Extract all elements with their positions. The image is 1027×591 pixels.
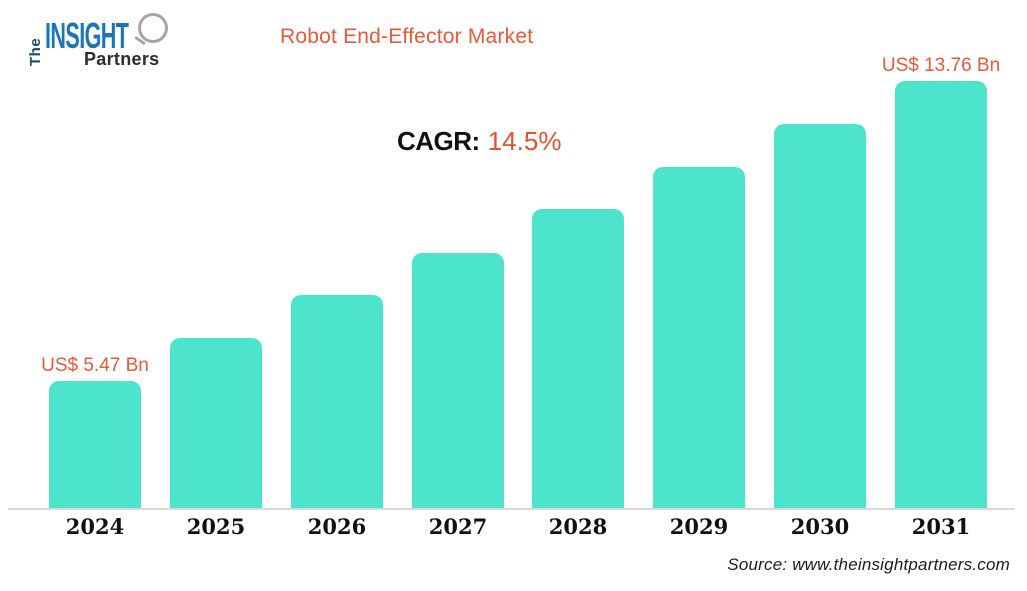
year-label-2026: 2026	[307, 514, 367, 539]
bar-2030	[774, 124, 866, 509]
source-credit: Source: www.theinsightpartners.com	[727, 555, 1010, 574]
year-label-2030: 2030	[790, 514, 850, 539]
bar-2027	[412, 253, 504, 509]
cagr-label: CAGR:	[397, 126, 480, 156]
logo-insight-text: INSIGHT	[45, 15, 129, 56]
cagr-value: 14.5%	[487, 126, 562, 156]
year-label-2031: 2031	[911, 514, 971, 539]
year-label-2027: 2027	[428, 514, 488, 539]
year-label-2029: 2029	[669, 514, 729, 539]
value-label-2031: US$ 13.76 Bn	[881, 55, 1001, 76]
logo-partners-text: Partners	[84, 49, 160, 69]
year-label-2024: 2024	[65, 514, 125, 539]
logo-the-text: The	[27, 37, 44, 66]
year-label-2025: 2025	[186, 514, 246, 539]
value-label-2024: US$ 5.47 Bn	[41, 355, 149, 376]
chart-title: Robot End-Effector Market	[280, 25, 534, 48]
cagr-callout: CAGR: 14.5%	[397, 127, 561, 156]
bar-2028	[532, 209, 624, 509]
bar-2026	[291, 295, 383, 509]
bar-2031	[895, 81, 987, 509]
bar-2025	[170, 338, 262, 509]
year-label-2028: 2028	[548, 514, 608, 539]
magnifier-icon	[138, 13, 168, 43]
x-axis-line	[8, 508, 1015, 510]
insight-partners-logo: The INSIGHT Partners	[27, 7, 188, 71]
bar-2029	[653, 167, 745, 509]
bar-2024	[49, 381, 141, 509]
